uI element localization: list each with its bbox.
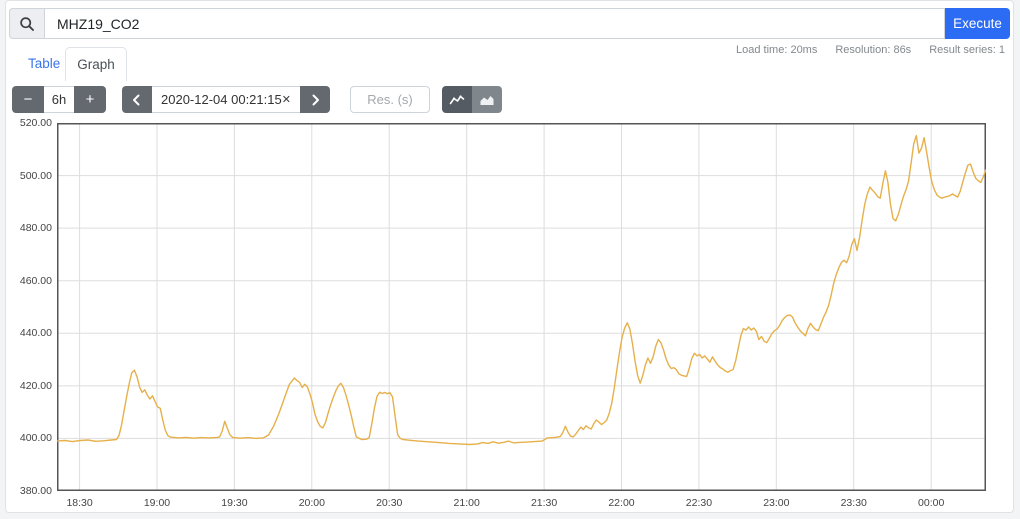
time-back-button[interactable] [122,86,152,113]
tab-graph[interactable]: Graph [65,47,127,81]
x-axis-tick-label: 20:00 [298,497,325,509]
range-control-group: − + [12,86,106,113]
clear-time-icon[interactable]: ✕ [281,94,291,106]
line-chart-toggle[interactable] [442,86,472,113]
stacked-chart-toggle[interactable] [472,86,502,113]
graph-controls: − + 2020-12-04 00:21:15 ✕ [12,86,502,113]
x-axis-tick-label: 21:00 [453,497,480,509]
load-time-text: Load time: 20ms [736,44,818,56]
expression-input[interactable] [44,8,945,39]
time-forward-button[interactable] [300,86,330,113]
datetime-value: 2020-12-04 00:21:15 [161,92,282,107]
x-axis-tick-label: 18:30 [66,497,93,509]
x-axis-tick-label: 23:00 [763,497,790,509]
y-axis-tick-label: 500.00 [19,169,52,182]
chart-type-toggle-group [442,86,502,113]
y-axis-tick-label: 460.00 [19,274,52,287]
resolution-input[interactable] [350,86,430,113]
expression-row: Execute [9,8,1010,39]
y-axis-tick-label: 420.00 [19,379,52,392]
chevron-left-icon [133,94,140,105]
range-decrease-button[interactable]: − [12,86,44,113]
x-axis-tick-label: 19:30 [221,497,248,509]
range-input[interactable] [44,86,74,113]
x-axis-tick-label: 22:30 [685,497,713,509]
result-series-text: Result series: 1 [929,44,1005,56]
stacked-chart-icon [480,95,494,105]
y-axis-tick-label: 380.00 [19,485,52,497]
x-axis-tick-label: 00:00 [918,497,945,509]
time-control-group: 2020-12-04 00:21:15 ✕ [122,86,330,113]
plot-area[interactable] [57,123,986,491]
x-axis-tick-label: 21:30 [530,497,558,509]
x-axis-tick-label: 19:00 [143,497,171,509]
resolution-text: Resolution: 86s [835,44,912,56]
series-line [57,134,986,446]
search-icon-button[interactable] [9,8,44,39]
y-axis-tick-label: 480.00 [19,222,52,235]
chevron-right-icon [312,94,319,105]
line-chart-icon [449,94,465,104]
execute-button[interactable]: Execute [945,8,1010,39]
graph-chart: 380.00 400.00 420.00 440.00 460.00 480.00 500.… [6,117,1013,513]
range-increase-button[interactable]: + [74,86,106,113]
query-stats: Load time: 20ms Resolution: 86s Result s… [736,44,1005,56]
x-axis-tick-label: 22:00 [608,497,635,509]
y-axis-tick-label: 400.00 [19,432,52,445]
y-axis-tick-label: 520.00 [19,117,52,129]
y-axis-tick-label: 440.00 [19,327,52,340]
query-panel: Execute Load time: 20ms Resolution: 86s … [5,0,1014,513]
tab-table[interactable]: Table [28,56,61,71]
datetime-input[interactable]: 2020-12-04 00:21:15 ✕ [152,86,300,113]
x-axis-tick-label: 20:30 [376,497,403,509]
x-axis-tick-label: 23:30 [840,497,867,509]
search-icon [20,16,34,31]
